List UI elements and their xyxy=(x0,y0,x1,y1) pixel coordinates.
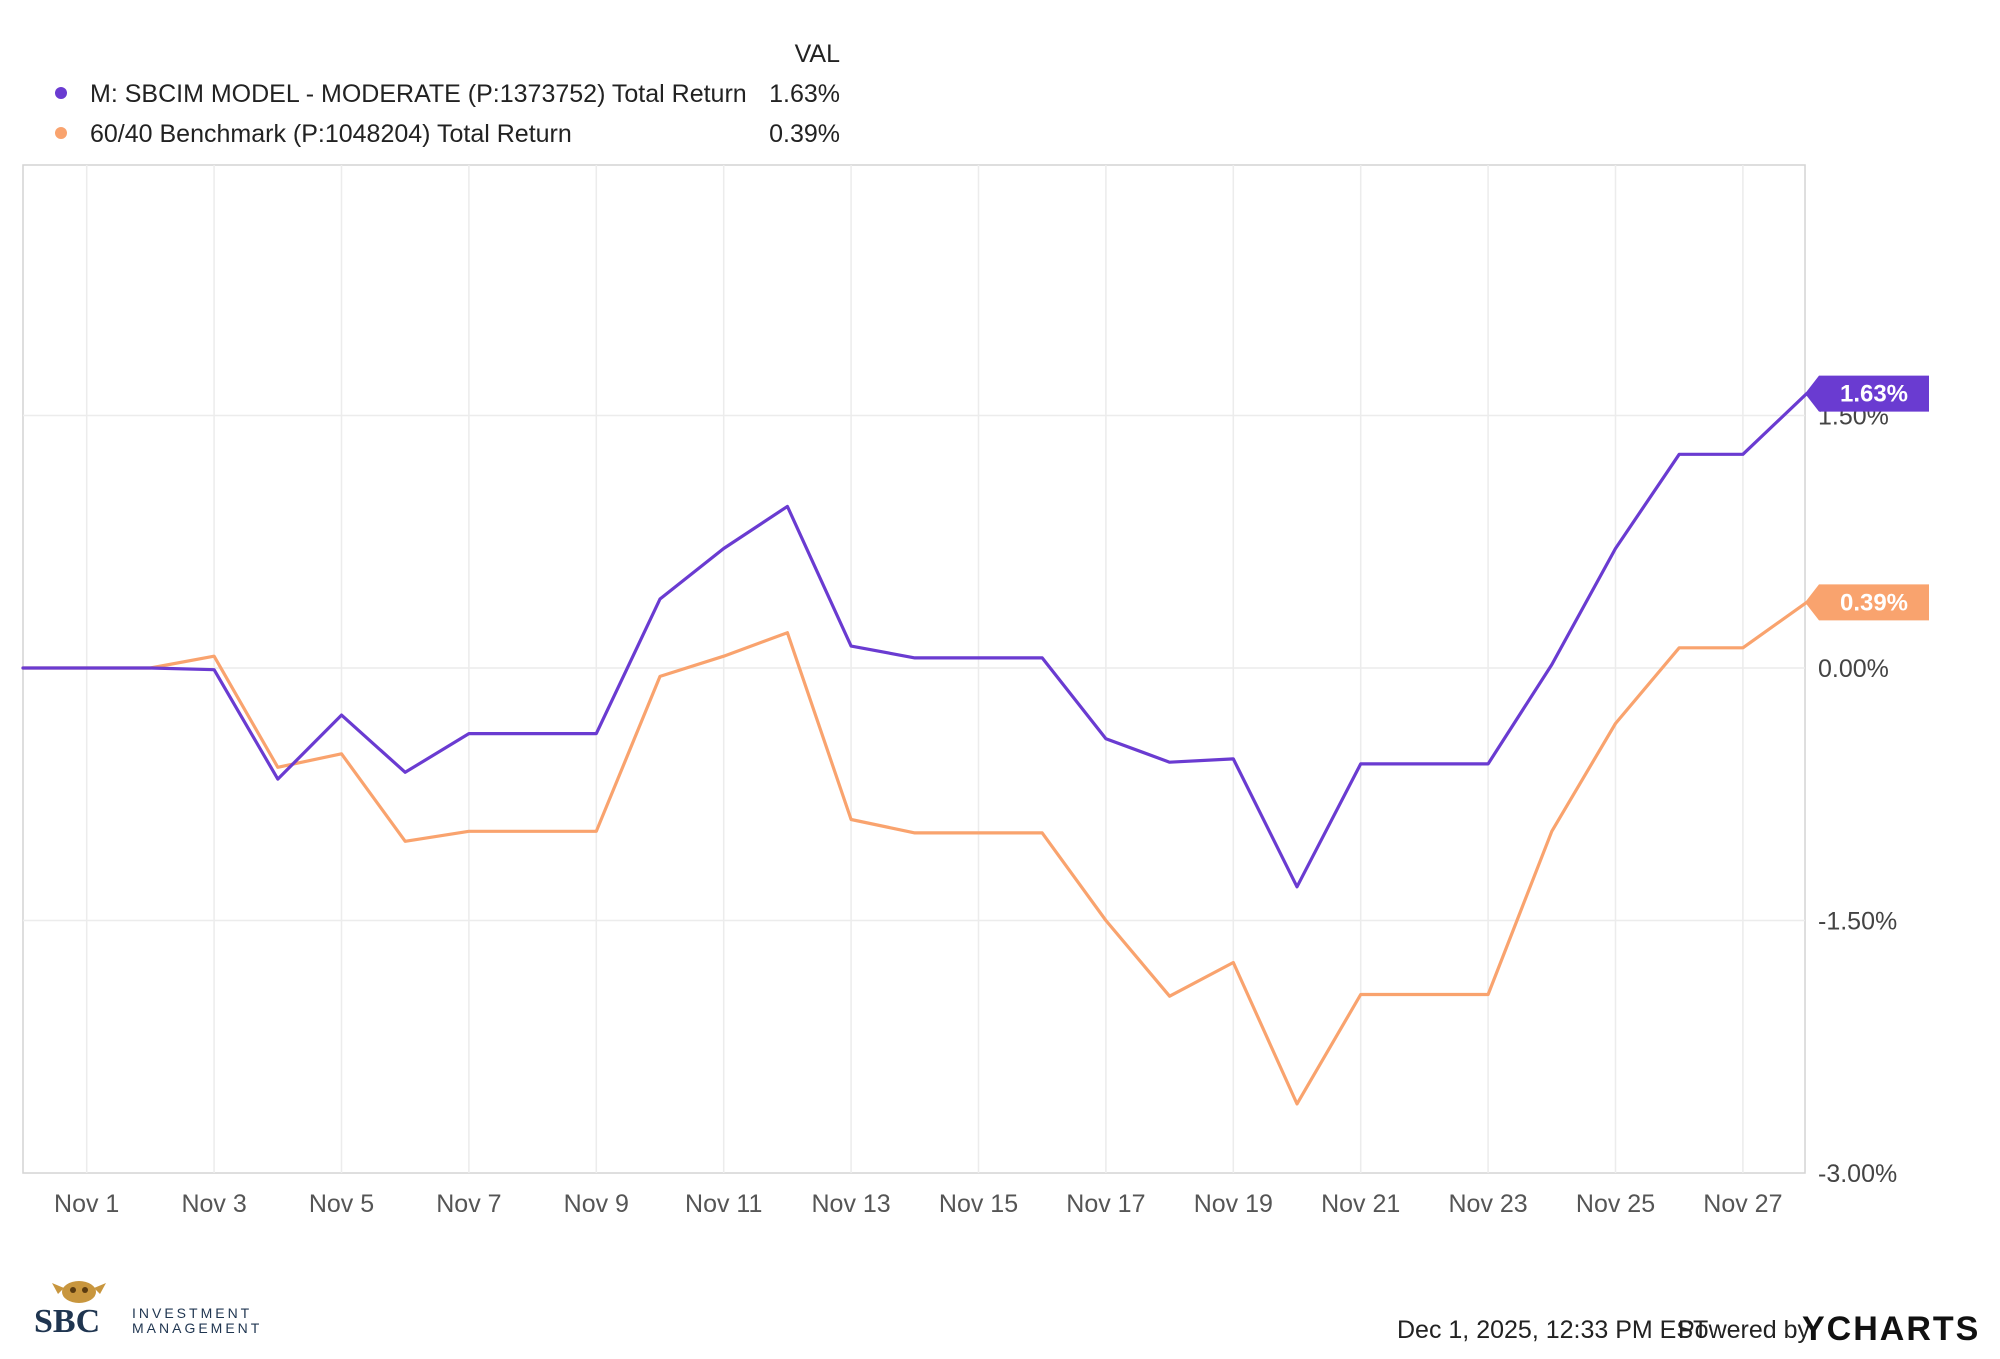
legend-val-header: VAL xyxy=(795,40,840,68)
x-tick-label: Nov 17 xyxy=(1066,1190,1145,1218)
legend-value-sbcim: 1.63% xyxy=(769,80,840,108)
x-tick-label: Nov 5 xyxy=(309,1190,374,1218)
sbc-logo: SBC INVESTMENT MANAGEMENT xyxy=(34,1281,262,1340)
end-tag-sbcim-model xyxy=(1805,375,1929,412)
end-tag-label: 0.39% xyxy=(1840,589,1908,616)
end-tags: 1.63% 0.39% xyxy=(1805,375,1929,621)
grid xyxy=(23,165,1805,1173)
logo-line1: INVESTMENT xyxy=(132,1305,252,1321)
x-tick-label: Nov 9 xyxy=(564,1190,629,1218)
legend-value-benchmark: 0.39% xyxy=(769,120,840,148)
y-tick-label: -3.00% xyxy=(1818,1160,1897,1188)
x-tick-label: Nov 21 xyxy=(1321,1190,1400,1218)
x-tick-label: Nov 13 xyxy=(811,1190,890,1218)
x-tick-label: Nov 25 xyxy=(1576,1190,1655,1218)
x-axis: Nov 1 Nov 3 Nov 5 Nov 7 Nov 9 Nov 11 Nov 13 Nov… xyxy=(54,1190,1782,1218)
footer-powered-by: Powered by xyxy=(1678,1316,1811,1344)
x-tick-label: Nov 7 xyxy=(436,1190,501,1218)
logo-line2: MANAGEMENT xyxy=(132,1320,262,1336)
legend-label-sbcim: M: SBCIM MODEL - MODERATE (P:1373752) To… xyxy=(90,80,747,108)
x-tick-label: Nov 11 xyxy=(685,1190,762,1218)
series-line-sbcim-model xyxy=(21,392,1809,889)
legend-marker-sbcim xyxy=(55,87,67,99)
x-tick-label: Nov 3 xyxy=(181,1190,246,1218)
end-tag-benchmark xyxy=(1805,584,1929,621)
x-tick-label: Nov 23 xyxy=(1448,1190,1527,1218)
logo-sbc-text: SBC xyxy=(34,1303,100,1340)
x-tick-label: Nov 27 xyxy=(1703,1190,1782,1218)
legend-marker-benchmark xyxy=(55,127,67,139)
y-axis: 1.50%0.00%-1.50%-3.00% xyxy=(1818,403,1897,1188)
x-tick-label: Nov 15 xyxy=(939,1190,1018,1218)
x-tick-label: Nov 1 xyxy=(54,1190,119,1218)
series-line-benchmark xyxy=(21,600,1809,1106)
footer-timestamp: Dec 1, 2025, 12:33 PM EST xyxy=(1397,1316,1708,1344)
footer: Dec 1, 2025, 12:33 PM EST Powered by YCH… xyxy=(1397,1310,1980,1348)
owl-icon xyxy=(52,1281,106,1303)
y-tick-label: 0.00% xyxy=(1818,655,1889,683)
ycharts-brand[interactable]: YCHARTS xyxy=(1802,1310,1980,1348)
series-lines xyxy=(21,392,1809,1106)
end-tag-label: 1.63% xyxy=(1840,381,1908,408)
legend: VAL M: SBCIM MODEL - MODERATE (P:1373752… xyxy=(55,40,840,148)
legend-label-benchmark: 60/40 Benchmark (P:1048204) Total Return xyxy=(90,120,572,148)
plot-area xyxy=(22,164,1806,1174)
x-tick-label: Nov 19 xyxy=(1194,1190,1273,1218)
y-tick-label: -1.50% xyxy=(1818,907,1897,935)
